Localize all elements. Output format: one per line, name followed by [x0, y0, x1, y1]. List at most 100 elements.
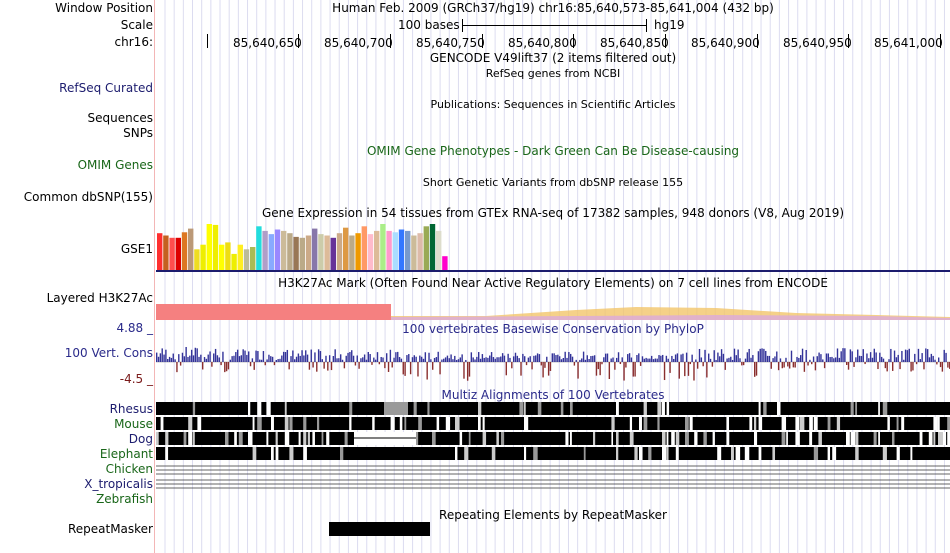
- gtex-track[interactable]: [156, 222, 950, 274]
- repeat-element[interactable]: [329, 522, 430, 536]
- gtex-bar[interactable]: [200, 244, 206, 270]
- gtex-bar[interactable]: [163, 235, 169, 271]
- species-dog[interactable]: Dog: [128, 432, 153, 446]
- gtex-bar[interactable]: [386, 230, 392, 270]
- gtex-bar[interactable]: [374, 230, 380, 270]
- repeatmasker-title[interactable]: Repeating Elements by RepeatMasker: [439, 508, 667, 522]
- phylop-bar-pos: [419, 355, 421, 362]
- gtex-bar[interactable]: [398, 229, 405, 270]
- h3k27ac-signal-2: [391, 315, 950, 320]
- sequences-label[interactable]: Sequences: [87, 111, 153, 125]
- dbsnp-label[interactable]: Common dbSNP(155): [23, 190, 153, 204]
- gtex-bar[interactable]: [417, 233, 423, 270]
- species-x-tropicalis[interactable]: X_tropicalis: [84, 477, 153, 491]
- gtex-bar[interactable]: [312, 228, 318, 270]
- gtex-bar[interactable]: [299, 237, 305, 270]
- gtex-bar[interactable]: [206, 224, 212, 270]
- gtex-bar[interactable]: [349, 235, 355, 271]
- gtex-bar[interactable]: [194, 249, 200, 270]
- phylop-bar-pos: [236, 349, 239, 362]
- gtex-bar[interactable]: [293, 236, 299, 270]
- species-chicken[interactable]: Chicken: [105, 462, 153, 476]
- phylop-bar-pos: [168, 356, 171, 362]
- phylop-bar-pos: [744, 358, 747, 362]
- phylop-bar-pos: [496, 357, 498, 362]
- gtex-bar[interactable]: [243, 249, 250, 270]
- gtex-bar[interactable]: [343, 227, 349, 270]
- gtex-bar[interactable]: [336, 233, 343, 270]
- phylop-bar-pos: [485, 357, 487, 362]
- phylop-bar-pos: [579, 359, 581, 362]
- phylop-bar-pos: [785, 357, 787, 362]
- species-zebrafish[interactable]: Zebrafish: [96, 492, 153, 506]
- gtex-bar[interactable]: [392, 232, 398, 270]
- repeatmasker-label[interactable]: RepeatMasker: [67, 522, 153, 536]
- phylop-title[interactable]: 100 vertebrates Basewise Conservation by…: [402, 322, 704, 336]
- gtex-bar[interactable]: [423, 226, 429, 270]
- refseq-label[interactable]: RefSeq Curated: [59, 81, 153, 95]
- gtex-bar[interactable]: [169, 237, 175, 270]
- omim-title[interactable]: OMIM Gene Phenotypes - Dark Green Can Be…: [366, 144, 740, 158]
- gtex-bar[interactable]: [262, 230, 268, 270]
- refseq-title[interactable]: RefSeq genes from NCBI: [485, 67, 621, 80]
- gtex-bar[interactable]: [231, 253, 237, 270]
- publications-title[interactable]: Publications: Sequences in Scientific Ar…: [430, 98, 676, 111]
- phylop-bar-pos: [820, 354, 822, 362]
- h3k27ac-title[interactable]: H3K27Ac Mark (Often Found Near Active Re…: [278, 276, 828, 290]
- phylop-track[interactable]: [156, 336, 950, 386]
- gtex-bar[interactable]: [367, 234, 374, 270]
- phylop-bar-neg: [426, 362, 428, 380]
- phylop-bar-pos: [284, 352, 287, 362]
- gtex-bar[interactable]: [212, 224, 219, 270]
- gtex-bar[interactable]: [355, 233, 361, 270]
- gtex-bar[interactable]: [436, 230, 442, 270]
- gtex-bar[interactable]: [429, 224, 436, 270]
- gtex-bar[interactable]: [305, 235, 312, 271]
- cons-label[interactable]: 100 Vert. Cons: [64, 346, 153, 360]
- gtex-bar[interactable]: [411, 235, 417, 271]
- gse1-label[interactable]: GSE1: [120, 242, 153, 256]
- phylop-bar-pos: [260, 359, 263, 362]
- gtex-bar[interactable]: [225, 242, 231, 270]
- gtex-bar[interactable]: [188, 228, 194, 270]
- gtex-bar[interactable]: [175, 237, 181, 270]
- gtex-bar[interactable]: [287, 233, 293, 270]
- species-rhesus[interactable]: Rhesus: [109, 402, 153, 416]
- phylop-bar-pos: [617, 352, 620, 362]
- gtex-bar[interactable]: [268, 234, 274, 270]
- multiz-title[interactable]: Multiz Alignments of 100 Vertebrates: [441, 388, 665, 402]
- phylop-bar-pos: [222, 351, 224, 362]
- gtex-bar[interactable]: [442, 256, 448, 270]
- phylop-bar-pos: [369, 354, 371, 362]
- gtex-bar[interactable]: [281, 230, 287, 270]
- phylop-bar-pos: [553, 353, 555, 362]
- h3k27ac-label[interactable]: Layered H3K27Ac: [46, 291, 153, 305]
- phylop-bar-pos: [305, 350, 307, 362]
- gtex-bar[interactable]: [318, 234, 324, 270]
- gtex-bar[interactable]: [274, 229, 281, 270]
- multiz-track[interactable]: [156, 400, 950, 492]
- gtex-bar[interactable]: [380, 224, 386, 270]
- snps-label[interactable]: SNPs: [123, 126, 153, 140]
- h3k27ac-track[interactable]: [156, 294, 950, 322]
- gtex-bar[interactable]: [256, 226, 262, 270]
- gtex-bar[interactable]: [157, 233, 163, 270]
- gtex-bar[interactable]: [324, 235, 330, 271]
- gtex-title[interactable]: Gene Expression in 54 tissues from GTEx …: [261, 206, 845, 220]
- gtex-bar[interactable]: [219, 244, 225, 270]
- dbsnp-title[interactable]: Short Genetic Variants from dbSNP releas…: [422, 176, 684, 189]
- phylop-bar-pos: [593, 355, 596, 362]
- gtex-bar[interactable]: [361, 226, 367, 270]
- gtex-bar[interactable]: [250, 247, 256, 270]
- phylop-bar-pos: [229, 359, 231, 362]
- phylop-bar-neg: [466, 362, 469, 381]
- gencode-title[interactable]: GENCODE V49lift37 (2 items filtered out): [429, 51, 677, 65]
- gtex-bar[interactable]: [237, 244, 243, 270]
- species-mouse[interactable]: Mouse: [114, 417, 153, 431]
- gtex-bar[interactable]: [181, 232, 188, 270]
- gtex-bar[interactable]: [330, 237, 336, 270]
- species-elephant[interactable]: Elephant: [99, 447, 153, 461]
- omim-label[interactable]: OMIM Genes: [77, 158, 153, 172]
- phylop-bar-pos: [726, 358, 728, 362]
- gtex-bar[interactable]: [405, 230, 411, 270]
